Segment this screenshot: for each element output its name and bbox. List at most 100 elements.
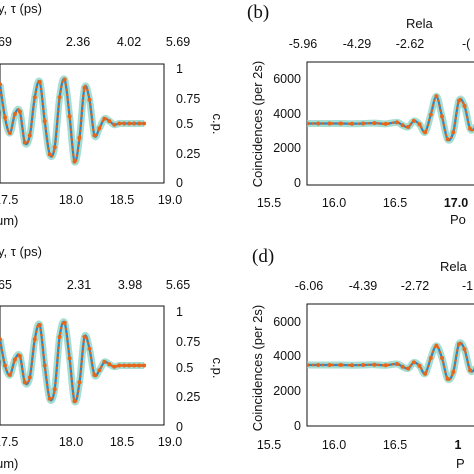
panel-d-bottom-tick-3: 16.5 — [383, 438, 407, 452]
panel-c: y, τ (ps) 65 2.31 3.98 5.65 1 0.75 0.5 0… — [0, 244, 225, 471]
panel-a-bottom-tick-3: 18.5 — [110, 193, 134, 207]
panel-c-data-point — [62, 320, 67, 325]
panel-d-left-tick-4: 0 — [294, 419, 301, 433]
panel-c-data-point — [42, 363, 47, 368]
panel-a-data-point — [27, 133, 32, 138]
panel-b-data-point — [383, 121, 388, 126]
panel-b-data-point — [406, 125, 411, 129]
panel-b-data-point — [400, 123, 405, 128]
panel-a-data-point — [67, 114, 72, 119]
panel-c-bottom-tick-4: 19.0 — [158, 435, 182, 449]
panel-c-bottom-tick-3: 18.5 — [110, 435, 134, 449]
panel-d-top-tick-4: -1 — [462, 279, 473, 293]
panel-d-data-point — [440, 356, 444, 360]
panel-b-bottom-tick-2: 16.0 — [322, 196, 346, 210]
panel-d-data-point — [445, 376, 450, 381]
panel-d-confidence-band — [307, 339, 474, 384]
panel-d-top-axis-label: Rela — [440, 259, 468, 274]
panel-c-data-point — [3, 363, 7, 368]
panel-c-data-point — [57, 334, 62, 339]
panel-d-data-point — [423, 371, 428, 376]
panel-b-top-tick-4: -( — [462, 37, 471, 51]
panel-c-data-point — [52, 387, 57, 392]
panel-a-data-point — [142, 121, 147, 126]
panel-c-bottom-tick-2: 18.0 — [59, 435, 83, 449]
panel-b-data-point — [428, 112, 433, 117]
panel-c-data-point — [32, 337, 37, 342]
panel-c-data-point — [102, 359, 107, 364]
panel-b-data-point — [361, 121, 366, 126]
panel-d-top-tick-2: -4.39 — [349, 279, 378, 293]
panel-a-data-point — [17, 109, 22, 114]
panel-b-top-tick-2: -4.29 — [343, 37, 372, 51]
panel-a-top-tick-3: 4.02 — [117, 35, 141, 49]
panel-b: (b) Rela -5.96 -4.29 -2.62 -( 6000 4000 … — [247, 2, 474, 227]
panel-d-data-point — [307, 363, 309, 367]
panel-d-left-tick-3: 2000 — [273, 384, 301, 398]
panel-d-data-point — [428, 356, 433, 360]
panel-b-data-point — [316, 121, 321, 126]
panel-a: y, τ (ps) 69 2.36 4.02 5.69 1 0.75 0.5 0… — [0, 1, 225, 228]
panel-d-data-point — [434, 343, 439, 348]
panel-a-data-point — [137, 121, 142, 126]
panel-c-top-axis-label: y, τ (ps) — [0, 244, 42, 259]
panel-a-data-point — [62, 77, 67, 82]
panel-a-data-point — [102, 116, 107, 121]
panel-d-data-point — [395, 362, 399, 366]
panel-b-data-point — [395, 120, 399, 125]
panel-c-data-point — [122, 363, 127, 368]
panel-b-data-point — [434, 94, 439, 99]
panel-a-data-point — [37, 79, 42, 84]
panel-a-data-point — [122, 121, 127, 126]
panel-b-label: (b) — [247, 2, 269, 23]
panel-a-data-point — [32, 95, 37, 100]
panel-a-top-axis-label: y, τ (ps) — [0, 1, 42, 16]
panel-b-data-point — [411, 118, 416, 123]
panel-d-bottom-tick-4: 1 — [455, 438, 462, 452]
panel-a-data-point — [127, 121, 132, 126]
panel-d-data-point — [456, 342, 461, 347]
panel-d-data-point — [411, 360, 416, 365]
panel-a-data-point — [107, 119, 112, 124]
panel-c-data-point — [87, 346, 92, 351]
panel-a-right-tick-5: 0 — [176, 176, 183, 190]
panel-a-right-tick-2: 0.75 — [176, 92, 200, 106]
panel-c-data-point — [142, 363, 147, 368]
panel-b-data-point — [417, 122, 422, 127]
panel-c-data-point — [127, 363, 132, 368]
panel-b-bottom-tick-1: 15.5 — [257, 196, 281, 210]
panel-a-right-axis-label: c.p. — [210, 114, 225, 135]
panel-d-left-tick-2: 4000 — [273, 349, 301, 363]
panel-c-top-tick-1: 65 — [0, 278, 12, 292]
panel-c-data-point — [137, 363, 142, 368]
panel-c-data-point — [97, 368, 102, 373]
panel-a-bottom-tick-4: 19.0 — [158, 193, 182, 207]
panel-d-bottom-axis-label: P — [456, 456, 465, 471]
panel-d-series — [307, 339, 474, 384]
panel-a-bottom-axis-label: um) — [0, 213, 18, 228]
panel-d-data-point — [451, 370, 456, 374]
panel-c-data-point — [72, 399, 77, 404]
panel-c-data-line — [0, 320, 145, 404]
panel-b-data-point — [445, 137, 450, 142]
panel-b-data-point — [456, 98, 461, 103]
panel-c-bottom-tick-1: 17.5 — [0, 435, 18, 449]
panel-a-plot-frame — [0, 63, 165, 184]
panel-b-data-point — [350, 121, 354, 126]
panel-c-right-tick-3: 0.5 — [176, 361, 193, 375]
panel-a-bottom-tick-1: 17.5 — [0, 193, 18, 207]
panel-a-right-tick-4: 0.25 — [176, 147, 200, 161]
panel-b-top-axis-label: Rela — [406, 16, 434, 31]
panel-a-data-point — [47, 152, 52, 157]
panel-a-data-point — [3, 115, 7, 120]
panel-d-label: (d) — [252, 246, 274, 267]
panel-c-data-point — [67, 356, 72, 361]
panel-c-right-tick-2: 0.75 — [176, 335, 200, 349]
panel-d-top-tick-1: -6.06 — [295, 279, 324, 293]
panel-b-data-point — [307, 121, 309, 126]
panel-d-left-tick-1: 6000 — [273, 315, 301, 329]
panel-d-data-point — [417, 363, 422, 368]
panel-d-bottom-tick-1: 15.5 — [257, 438, 281, 452]
panel-a-data-point — [117, 121, 122, 126]
panel-b-confidence-band — [307, 92, 474, 144]
